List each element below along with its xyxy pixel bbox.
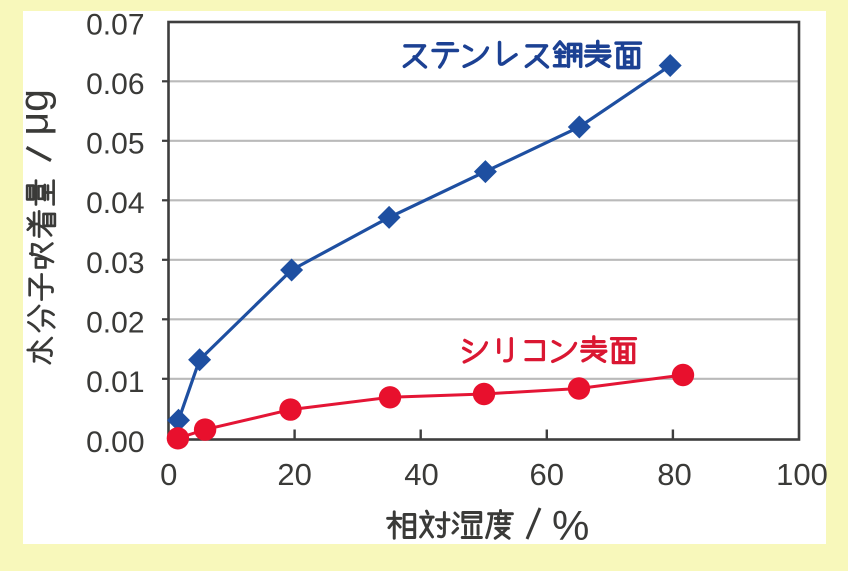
svg-text:60: 60 [530,457,564,492]
svg-text:%: % [552,502,589,549]
svg-text:0.07: 0.07 [86,8,144,41]
svg-text:0.03: 0.03 [86,247,144,280]
svg-text:0.01: 0.01 [86,366,144,399]
svg-text:20: 20 [277,457,311,492]
svg-text:0.05: 0.05 [86,128,144,161]
svg-text:40: 40 [404,457,438,492]
svg-text:0.04: 0.04 [86,187,144,220]
svg-text:80: 80 [657,457,691,492]
svg-text:0: 0 [160,457,177,492]
svg-text:0.06: 0.06 [86,68,144,101]
svg-text:0.02: 0.02 [86,307,144,340]
svg-text:0.00: 0.00 [86,426,144,459]
svg-text:100: 100 [776,457,828,492]
svg-text:μg: μg [11,89,57,135]
